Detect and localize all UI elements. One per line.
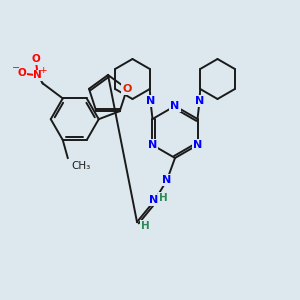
- Text: O: O: [32, 54, 40, 64]
- Text: +: +: [39, 66, 46, 75]
- Text: N: N: [170, 101, 180, 111]
- Text: N: N: [162, 175, 172, 185]
- Text: CH₃: CH₃: [72, 161, 91, 171]
- Text: N: N: [33, 70, 42, 80]
- Text: N: N: [149, 195, 159, 205]
- Text: O: O: [122, 84, 132, 94]
- Text: N: N: [148, 140, 157, 150]
- Text: N: N: [195, 96, 204, 106]
- Text: H: H: [159, 193, 167, 203]
- Text: O: O: [17, 68, 26, 78]
- Text: N: N: [193, 140, 202, 150]
- Text: N: N: [146, 96, 155, 106]
- Text: −: −: [12, 63, 20, 74]
- Text: H: H: [141, 221, 149, 231]
